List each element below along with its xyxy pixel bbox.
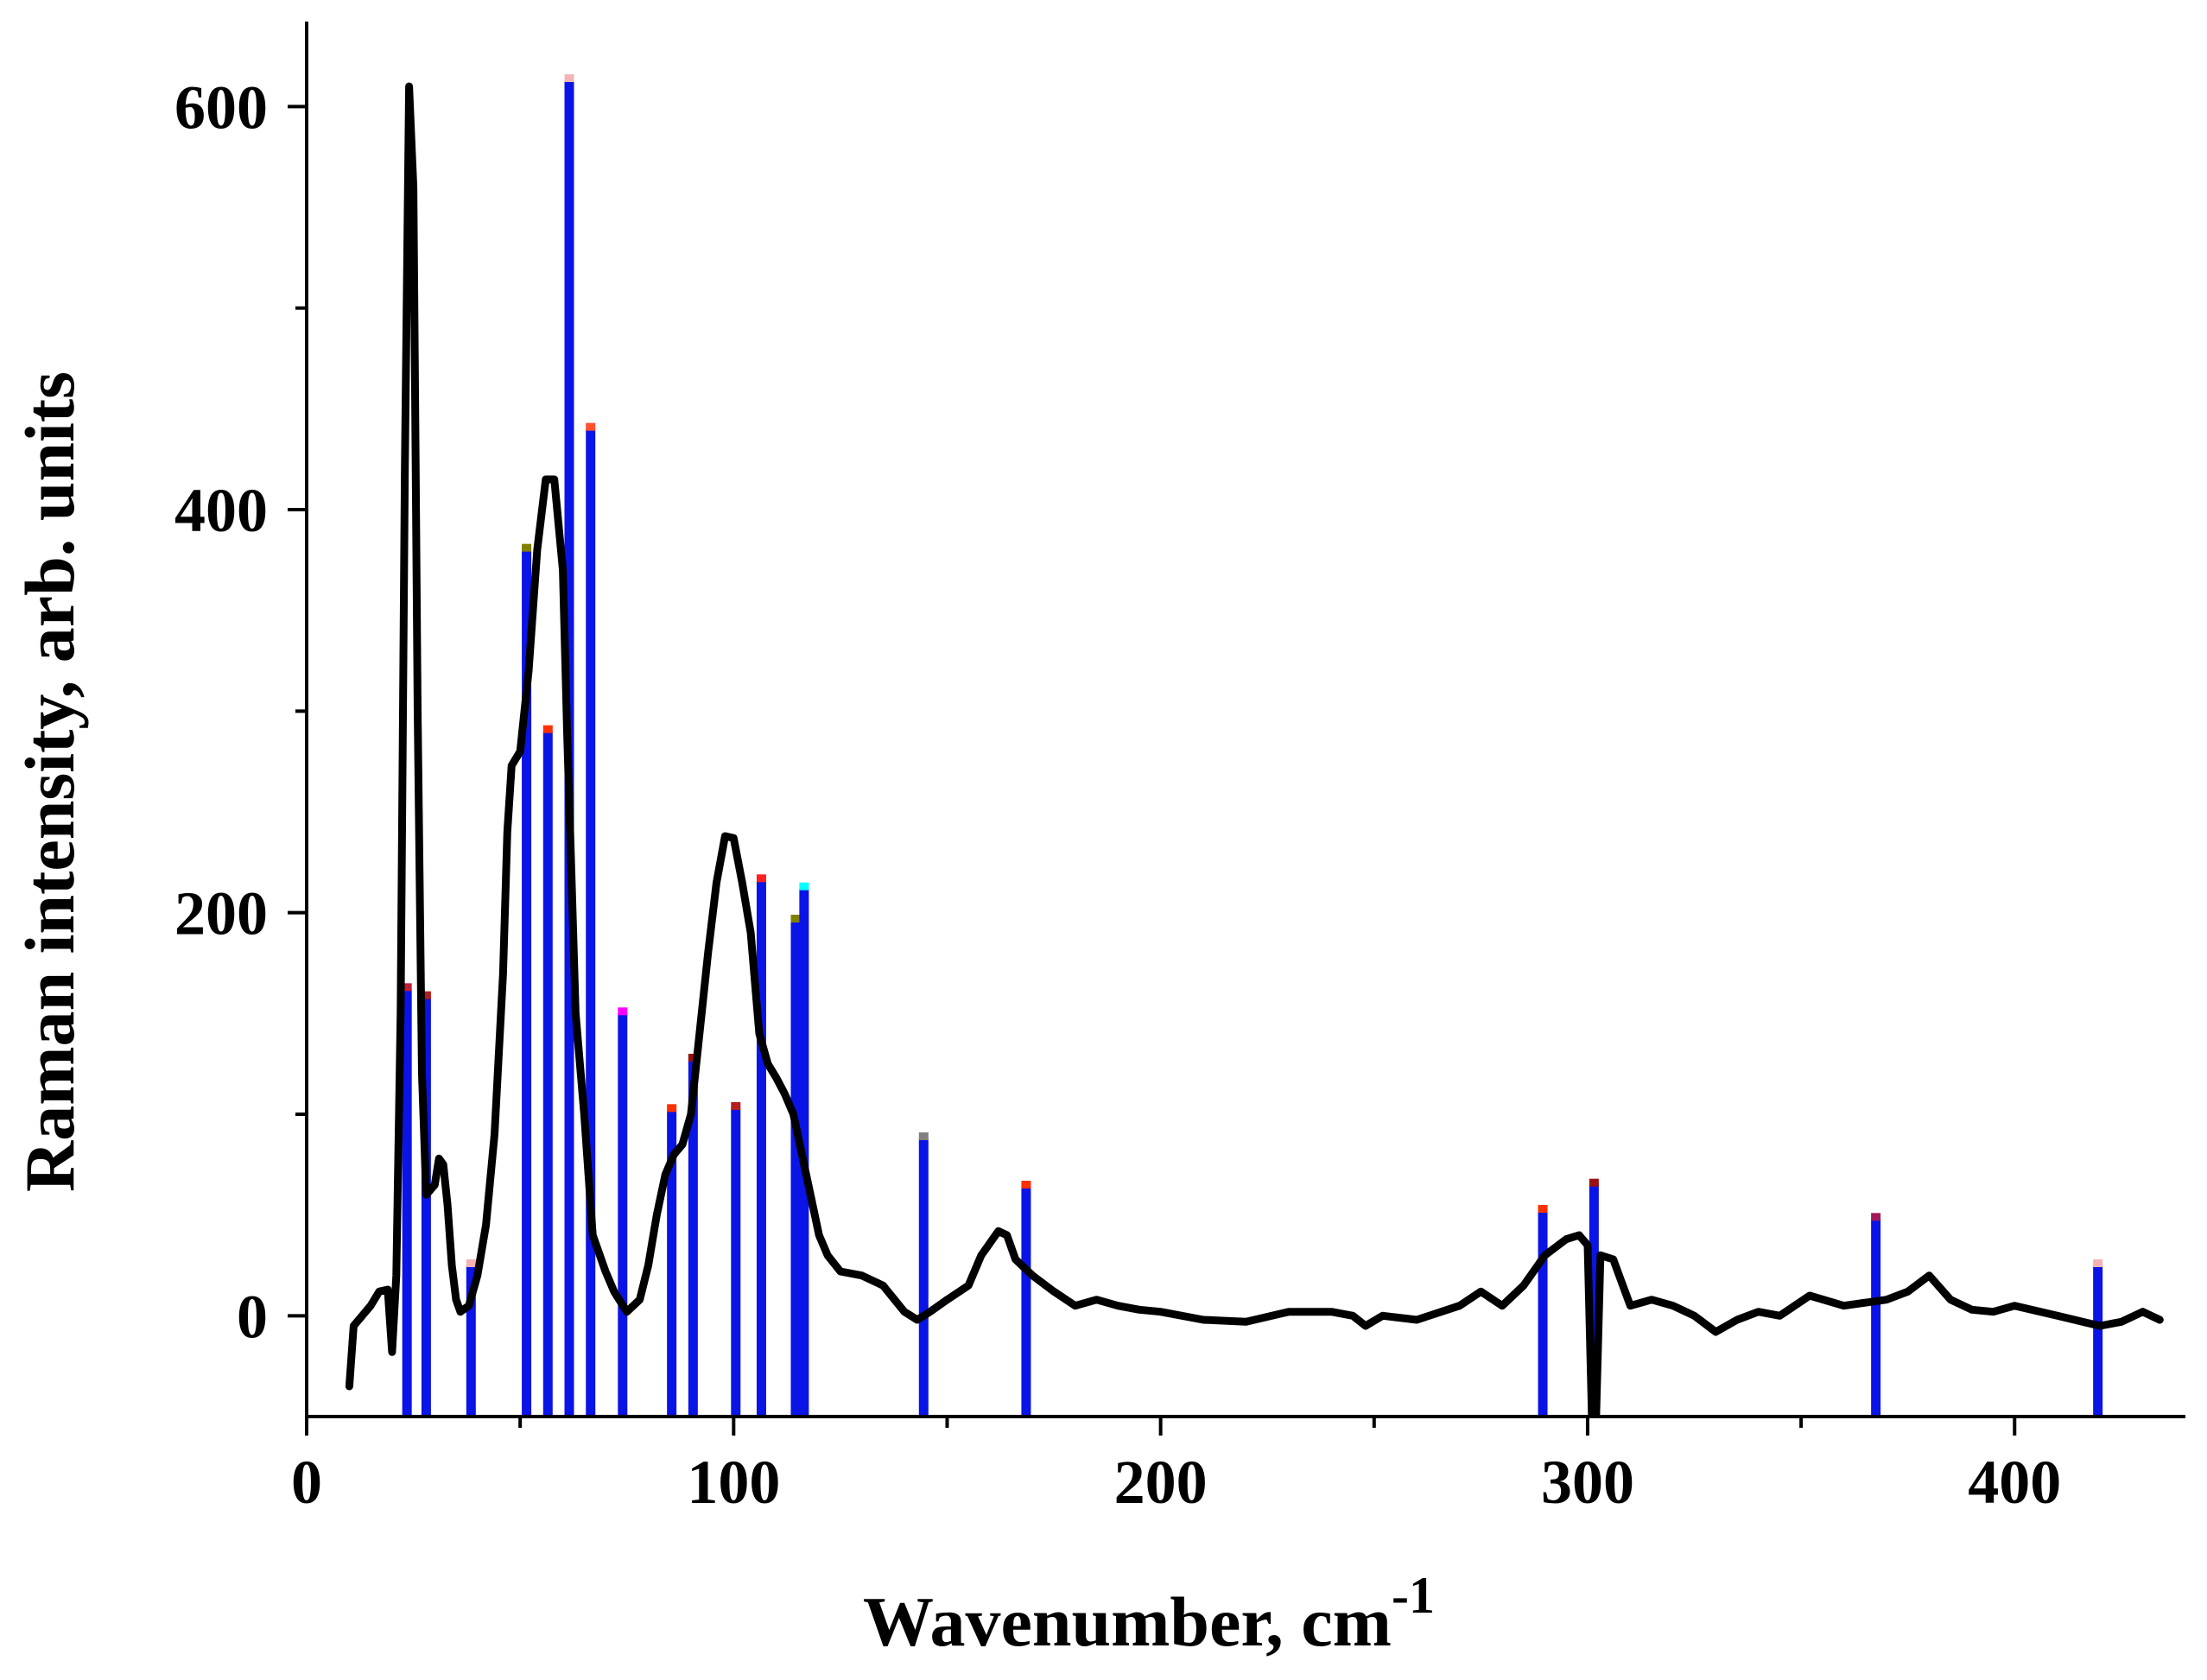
x-tick-label: 400 [1968,1448,2061,1517]
stick-cap-5 [542,725,553,733]
stick-cap-1 [402,983,412,992]
stick-cap-13 [790,915,801,922]
stick-cap-15 [918,1132,929,1140]
y-tick-label: 200 [174,879,268,948]
stick-cap-6 [564,74,574,82]
stick-cap-7 [586,422,596,431]
x-tick-label: 200 [1114,1448,1208,1517]
y-tick-label: 600 [174,73,268,142]
stick-cap-16 [1021,1181,1031,1189]
x-tick-label: 100 [687,1448,780,1517]
stick-cap-14 [799,882,809,891]
stick-cap-4 [522,543,532,552]
stick-cap-19 [1871,1213,1881,1221]
y-tick-label: 0 [237,1282,268,1351]
y-axis-title: Raman intensity, arb. units [10,371,89,1192]
stick-cap-3 [466,1259,476,1267]
axes: 0 100 200 300 400 0 200 400 600 [174,22,2185,1517]
stick-cap-17 [1538,1205,1548,1213]
stick-cap-9 [667,1104,677,1113]
x-tick-label: 300 [1541,1448,1634,1517]
x-axis-title-superscript: -1 [1392,1567,1435,1624]
stick-cap-2 [421,991,431,999]
experimental-spectrum-line [345,82,2164,1417]
plot-area [345,74,2164,1417]
x-tick-label: 0 [291,1448,322,1517]
x-axis-title-text: Wavenumber, cm [863,1582,1392,1661]
stick-cap-12 [756,874,766,883]
stick-cap-18 [1589,1178,1599,1187]
stick-cap-11 [731,1102,741,1110]
stick-cap-8 [618,1007,628,1016]
stick-cap-20 [2093,1259,2103,1267]
y-tick-label: 400 [174,476,268,545]
x-axis-title: Wavenumber, cm-1 [863,1567,1435,1661]
